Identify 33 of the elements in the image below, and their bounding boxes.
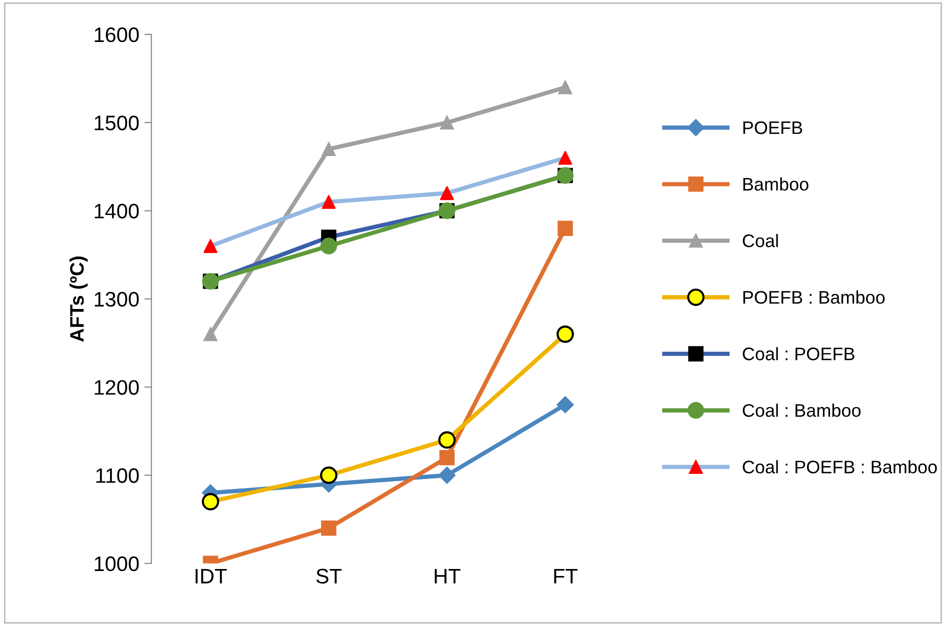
point	[322, 194, 336, 209]
legend-label: Coal : POEFB	[742, 347, 854, 360]
point	[322, 142, 336, 156]
point	[556, 396, 574, 414]
point	[204, 239, 218, 253]
legend-label: Coal	[742, 234, 778, 248]
y-tick-label: 1200	[94, 380, 139, 395]
x-tick-label: FT	[554, 569, 578, 584]
y-tick-label: 1400	[94, 204, 139, 219]
legend-label: Coal : POEFB : Bamboo	[742, 460, 937, 474]
y-tick-label: 1000	[94, 556, 139, 572]
point	[558, 150, 572, 165]
legend-label: Coal : Bamboo	[742, 404, 861, 417]
point	[320, 238, 338, 254]
legend-label: Bamboo	[743, 177, 808, 191]
x-tick-label: ST	[316, 568, 342, 584]
x-tick-label: IDT	[196, 569, 227, 584]
point	[204, 327, 218, 342]
y-tick-label: 1600	[94, 27, 139, 42]
point	[438, 466, 456, 484]
point	[440, 116, 454, 130]
point	[440, 186, 454, 200]
x-tick-label: HT	[434, 569, 460, 584]
point	[439, 450, 455, 466]
legend-label: POEFB : Bamboo	[743, 290, 885, 304]
point	[558, 220, 573, 236]
y-tick-label: 1100	[96, 468, 139, 483]
legend-label: POEFB	[743, 121, 802, 134]
y-axis-title: AFTs (ºC)	[70, 256, 88, 342]
point	[558, 80, 572, 94]
y-tick-label: 1300	[94, 292, 139, 307]
y-tick-label: 1500	[94, 116, 139, 130]
point	[321, 520, 336, 536]
